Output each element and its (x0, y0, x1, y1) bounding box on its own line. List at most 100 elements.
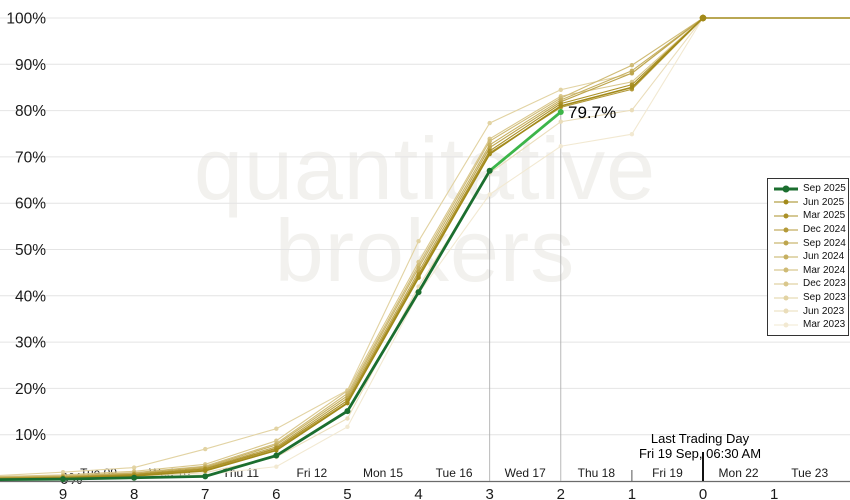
series-line-jun-2023 (0, 17, 850, 481)
legend-marker (774, 239, 798, 247)
legend-item-dec-2024: Dec 2024 (774, 223, 846, 237)
series-point (416, 275, 421, 280)
legend-label: Jun 2024 (803, 251, 845, 263)
series-point (487, 145, 492, 150)
watermark-line1: quantitative (193, 119, 657, 218)
x-day-number-9: 9 (59, 486, 67, 500)
y-tick-40: 40% (15, 288, 46, 305)
series-point (415, 289, 422, 296)
legend-item-dec-2023: Dec 2023 (774, 277, 846, 291)
x-day-number-post-1: 1 (770, 486, 778, 500)
y-tick-50: 50% (15, 242, 46, 259)
series-point (345, 401, 350, 406)
series-point (558, 103, 563, 109)
series-point (699, 14, 707, 22)
x-day-name-wed-17: Wed 17 (505, 466, 546, 480)
x-day-number-6: 6 (272, 486, 280, 500)
x-day-number-4: 4 (414, 486, 422, 500)
series-point (629, 85, 635, 90)
x-day-number-5: 5 (343, 486, 351, 500)
series-point (558, 144, 563, 149)
series-line-sep-2023 (0, 17, 850, 476)
series-point (345, 416, 350, 421)
last-trading-day-title: Last Trading Day (650, 431, 750, 446)
series-point (273, 452, 280, 459)
x-day-name-thu-18: Thu 18 (578, 466, 616, 480)
x-day-number-1: 1 (628, 486, 636, 500)
series-point (274, 426, 279, 431)
y-tick-10: 10% (15, 427, 46, 444)
series-point (131, 474, 138, 481)
legend-item-jun-2024: Jun 2024 (774, 250, 844, 264)
current-value-point (557, 108, 564, 115)
y-tick-100: 100% (6, 11, 46, 28)
legend-item-jun-2023: Jun 2023 (774, 304, 844, 318)
series-point (629, 107, 635, 113)
legend-label: Jun 2025 (803, 196, 845, 208)
series-line-dec-2024 (0, 17, 850, 480)
watermark: quantitative brokers (0, 119, 850, 295)
legend-marker (774, 198, 798, 206)
series-point (629, 132, 635, 137)
series-point (558, 119, 563, 124)
x-day-number-2: 2 (557, 486, 565, 500)
series-point (487, 151, 492, 157)
x-day-name-fri-12: Fri 12 (297, 466, 328, 480)
legend-label: Dec 2024 (803, 224, 846, 236)
legend-label: Dec 2023 (803, 278, 846, 290)
last-trading-day-note: Last Trading Day Fri 19 Sep, 06:30 AM (560, 431, 840, 461)
x-day-number-3: 3 (485, 486, 493, 500)
series-point (60, 476, 67, 483)
legend-label: Mar 2023 (803, 319, 846, 331)
y-tick-20: 20% (15, 381, 46, 398)
x-day-number-8: 8 (130, 486, 138, 500)
x-day-number-7: 7 (201, 486, 209, 500)
legend-marker (774, 212, 798, 220)
y-tick-30: 30% (15, 335, 46, 352)
x-day-name-fri-19: Fri 19 (652, 466, 683, 480)
series-point (344, 408, 351, 415)
legend-marker (774, 253, 798, 261)
series-line-mar-2024 (0, 17, 850, 478)
series-line-dec-2023 (0, 17, 850, 477)
legend-item-mar-2023: Mar 2023 (774, 318, 846, 332)
series-line-mar-2025 (0, 17, 850, 479)
series-point (558, 87, 563, 92)
legend-marker (774, 280, 798, 288)
series-point (629, 63, 635, 68)
x-day-name-tue-16: Tue 16 (436, 466, 473, 480)
series-point (487, 148, 492, 154)
series-point (274, 448, 279, 453)
legend-item-mar-2024: Mar 2024 (774, 264, 845, 278)
legend-marker (774, 294, 798, 302)
legend-marker (774, 321, 798, 329)
legend-marker (774, 226, 798, 234)
series-point (274, 464, 279, 469)
series-point (131, 465, 137, 470)
series-point (203, 468, 208, 474)
legend-label: Sep 2024 (803, 237, 846, 249)
last-trading-day-datetime: Fri 19 Sep, 06:30 AM (638, 445, 762, 461)
legend-item-mar-2025: Mar 2025 (774, 209, 845, 223)
current-value-annotation: 79.7% (568, 103, 617, 122)
series-point (487, 138, 492, 144)
y-tick-90: 90% (15, 57, 46, 74)
series-point (345, 424, 350, 430)
legend-marker (774, 185, 798, 193)
series-point (487, 192, 492, 197)
series-point (203, 446, 208, 452)
series-line-sep-2025-latest-segment (488, 110, 562, 172)
y-tick-70: 70% (15, 149, 46, 166)
series-line-jun-2024 (0, 17, 850, 478)
legend-marker (774, 266, 798, 274)
x-day-name-tue-23: Tue 23 (791, 466, 828, 480)
y-tick-80: 80% (15, 103, 46, 120)
legend-item-sep-2024: Sep 2024 (774, 236, 846, 250)
x-day-number-0: 0 (699, 486, 707, 500)
series-point (202, 473, 209, 480)
series-point (487, 120, 492, 126)
series-line-sep-2024 (0, 17, 850, 479)
series-point (416, 238, 421, 244)
